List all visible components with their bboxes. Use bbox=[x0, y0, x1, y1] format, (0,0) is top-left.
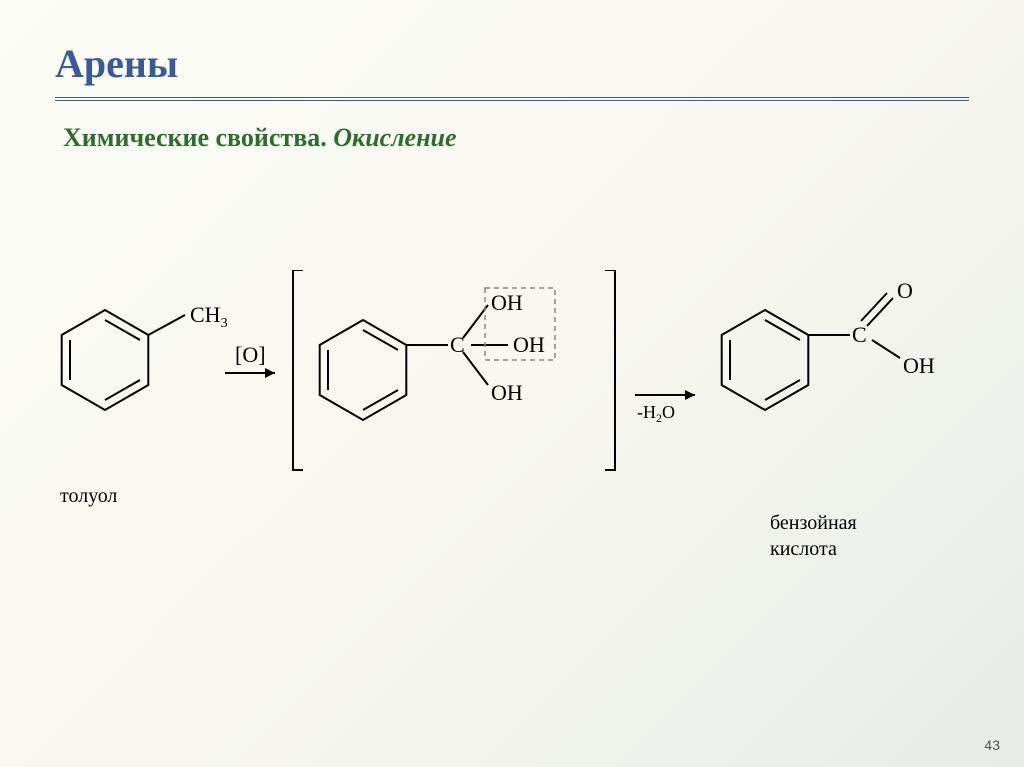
page-title: Арены bbox=[55, 40, 969, 87]
minus-h2o: -H2O bbox=[637, 402, 675, 425]
subtitle: Химические свойства. Окисление bbox=[63, 123, 969, 153]
product-label: бензойная кислота bbox=[770, 510, 857, 562]
bracket-right bbox=[605, 270, 615, 470]
oh-bottom: OH bbox=[491, 380, 523, 405]
product-c: C bbox=[852, 322, 867, 347]
ch3-label: CH3 bbox=[190, 302, 228, 331]
toluene-label: толуол bbox=[60, 485, 117, 508]
subtitle-prefix: Химические свойства. bbox=[63, 123, 333, 152]
intermediate-structure bbox=[320, 305, 508, 420]
subtitle-italic: Окисление bbox=[333, 123, 456, 152]
reaction-diagram: CH3 [O] C OH OH OH bbox=[35, 270, 995, 530]
title-divider bbox=[55, 97, 969, 101]
toluene-structure bbox=[62, 310, 185, 410]
arrow-1 bbox=[225, 368, 275, 378]
slide-number: 43 bbox=[984, 737, 1000, 753]
arrow-2 bbox=[635, 390, 695, 400]
intermediate-c: C bbox=[450, 332, 465, 357]
benzoic-acid-structure bbox=[722, 293, 900, 410]
product-oh: OH bbox=[903, 353, 935, 378]
product-o: O bbox=[897, 278, 913, 303]
oh-mid: OH bbox=[513, 332, 545, 357]
oh-top: OH bbox=[491, 290, 523, 315]
reagent-o: [O] bbox=[235, 342, 266, 367]
bracket-left bbox=[293, 270, 303, 470]
